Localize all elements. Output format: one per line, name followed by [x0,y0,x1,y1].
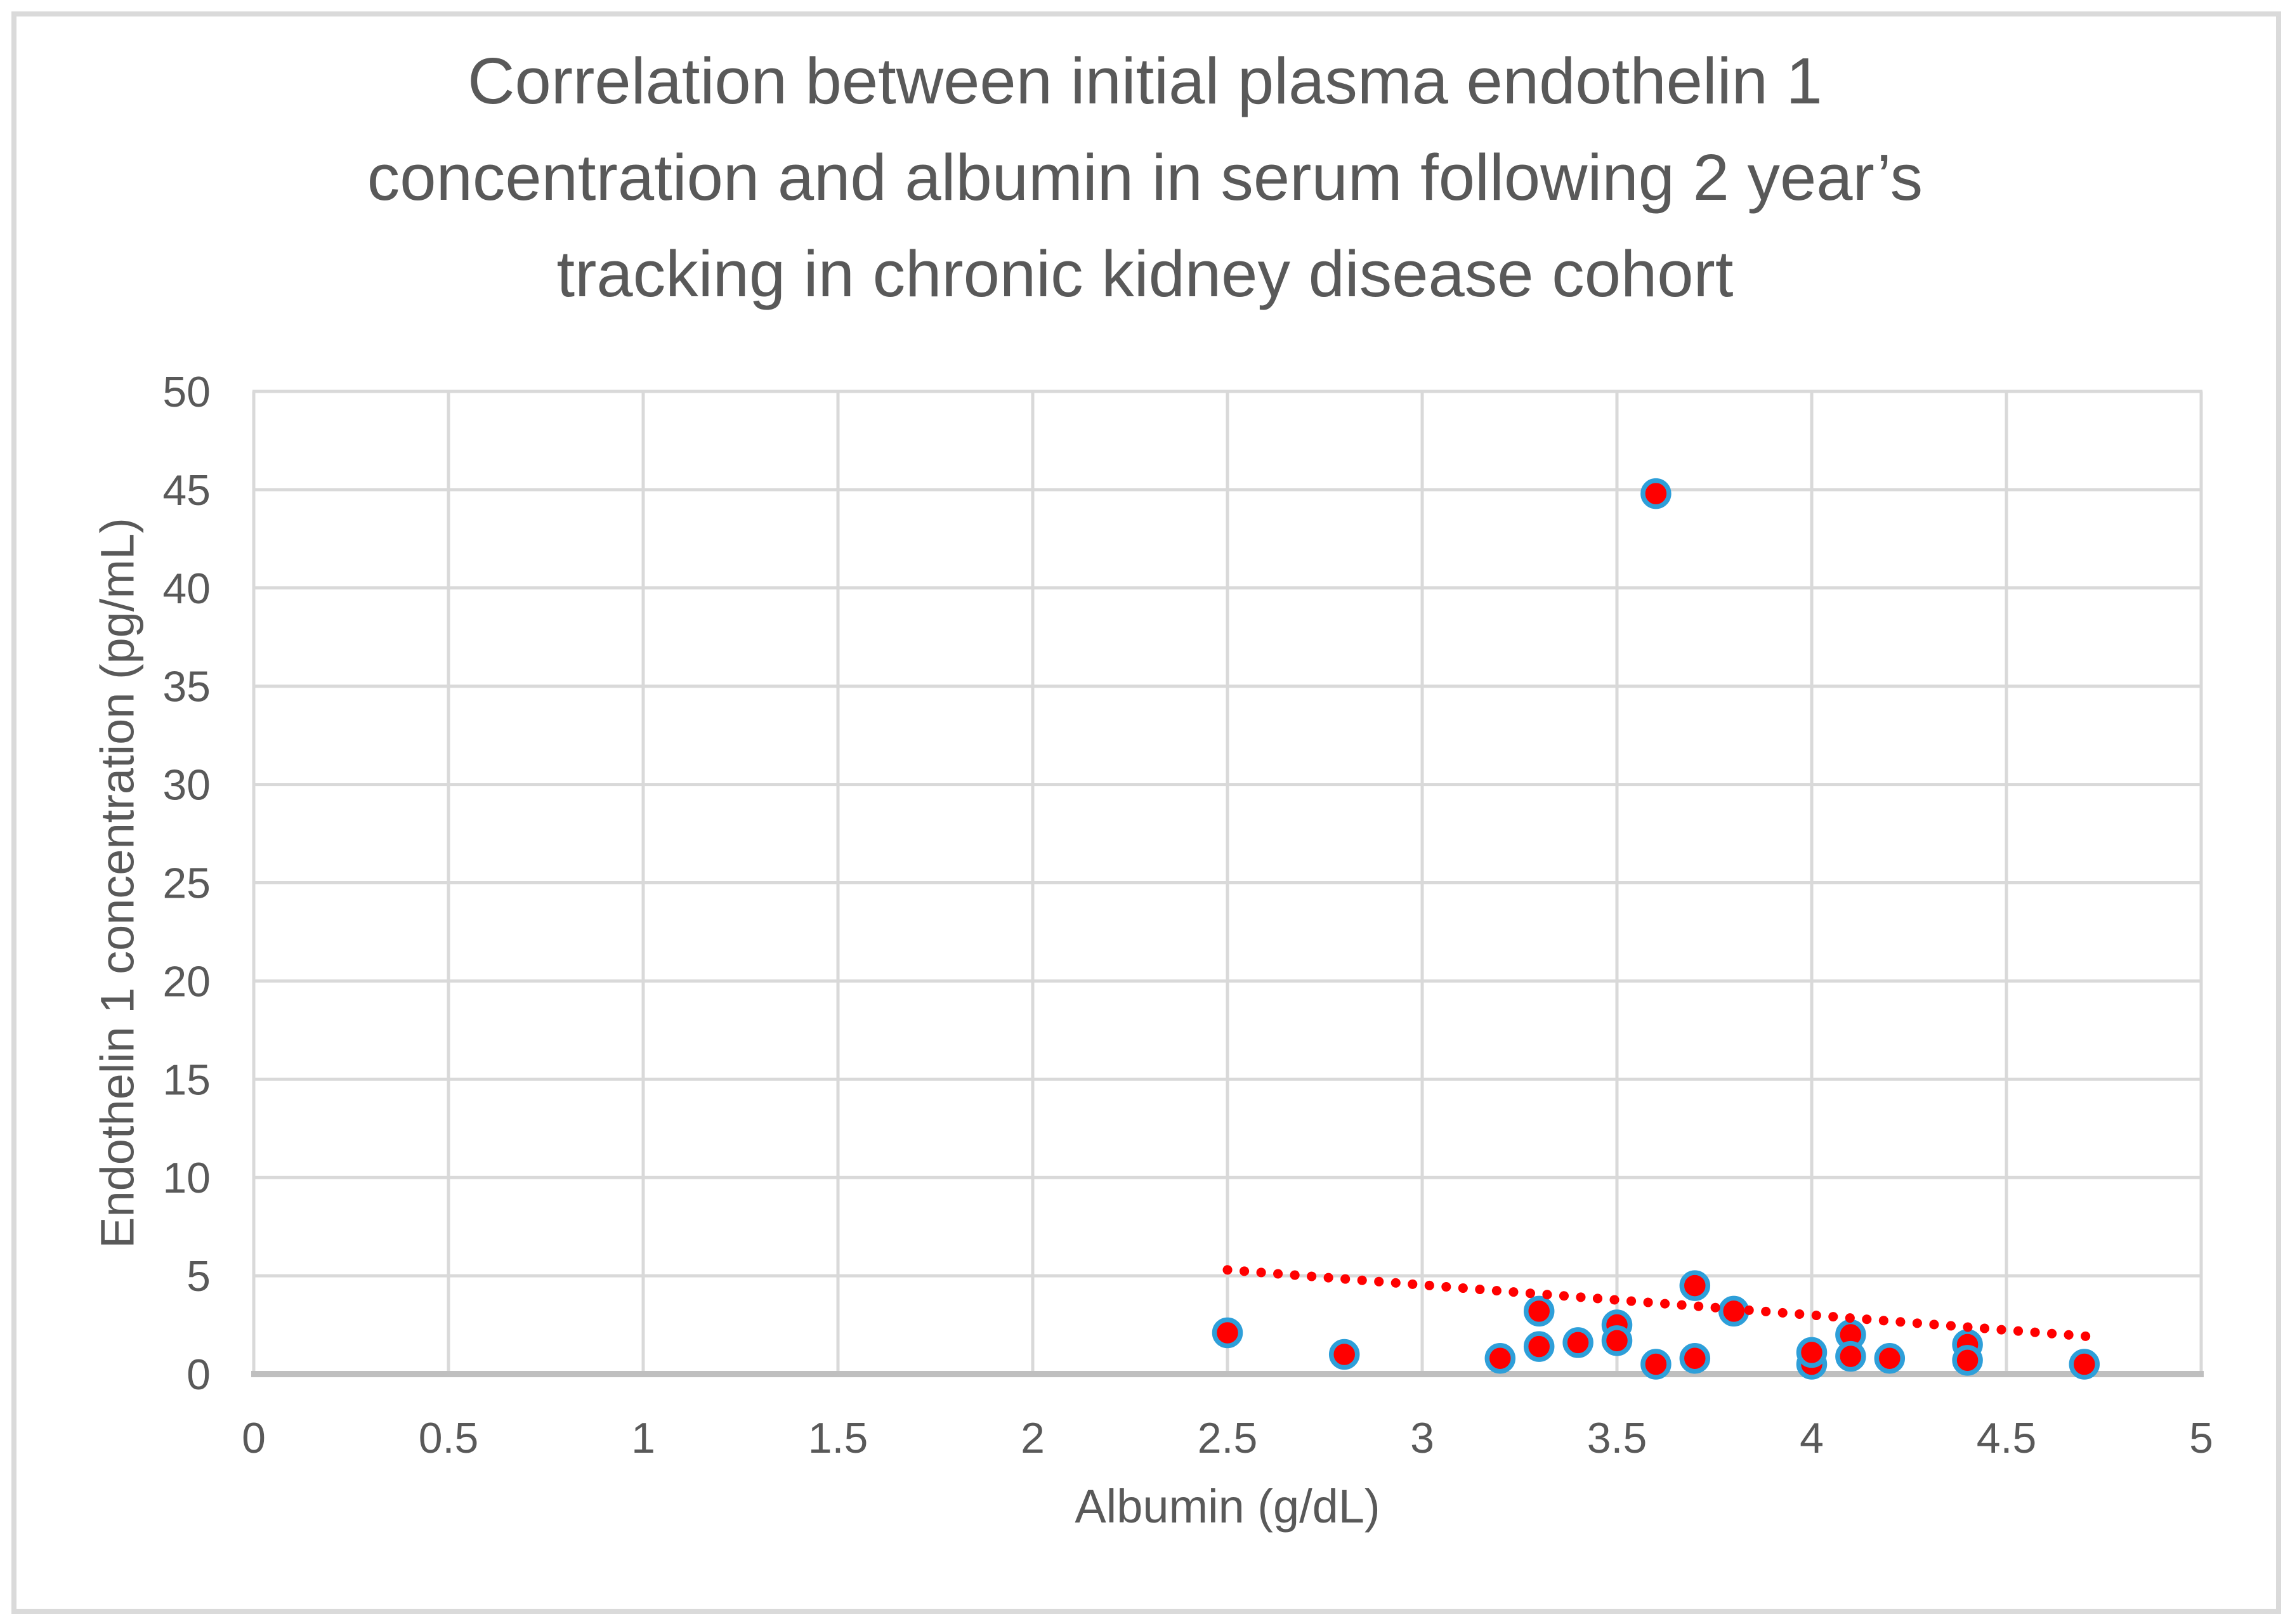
data-point [1601,1325,1633,1356]
y-tick-label: 30 [162,761,211,809]
chart-title-line-2: concentration and albumin in serum follo… [367,141,1923,214]
data-point [1640,1349,1672,1380]
x-tick-label: 3.5 [1587,1414,1647,1462]
data-point [1796,1337,1828,1368]
x-tick-label: 5 [2189,1414,2213,1462]
x-tick-label: 3 [1410,1414,1434,1462]
chart-title: Correlation between initial plasma endot… [270,33,2020,322]
x-tick-label: 0.5 [419,1414,479,1462]
x-tick-label: 2.5 [1198,1414,1258,1462]
data-point [1328,1339,1360,1370]
x-tick-label: 0 [242,1414,266,1462]
data-point [1523,1295,1555,1327]
trendline [1222,1265,2097,1342]
y-tick-label: 50 [162,368,211,416]
data-point [1952,1345,1983,1376]
data-point [1523,1331,1555,1362]
x-tick-label: 4 [1800,1414,1824,1462]
x-tick-label: 2 [1021,1414,1045,1462]
x-tick-label: 1.5 [808,1414,868,1462]
y-tick-label: 35 [162,663,211,711]
data-point [1835,1340,1866,1372]
data-point [1679,1270,1711,1301]
y-tick-label: 20 [162,957,211,1005]
data-point [2069,1349,2100,1380]
chart-title-line-3: tracking in chronic kidney disease cohor… [556,237,1734,310]
x-tick-label: 4.5 [1977,1414,2037,1462]
y-axis-title: Endothelin 1 concentration (pg/mL) [91,518,144,1248]
data-point [1562,1327,1593,1358]
data-point [1640,478,1672,509]
y-tick-label: 45 [162,466,211,514]
y-tick-label: 0 [186,1351,211,1399]
data-point [1212,1317,1243,1349]
data-point [1679,1342,1711,1374]
x-axis-title: Albumin (g/dL) [1075,1480,1380,1533]
y-tick-label: 15 [162,1056,211,1104]
x-tick-label: 1 [631,1414,655,1462]
y-tick-label: 40 [162,565,211,613]
y-tick-label: 25 [162,860,211,908]
data-point [1874,1342,1906,1374]
chart-title-line-1: Correlation between initial plasma endot… [468,44,1822,117]
data-point [1484,1342,1516,1374]
y-tick-label: 5 [186,1252,211,1300]
y-tick-label: 10 [162,1154,211,1202]
